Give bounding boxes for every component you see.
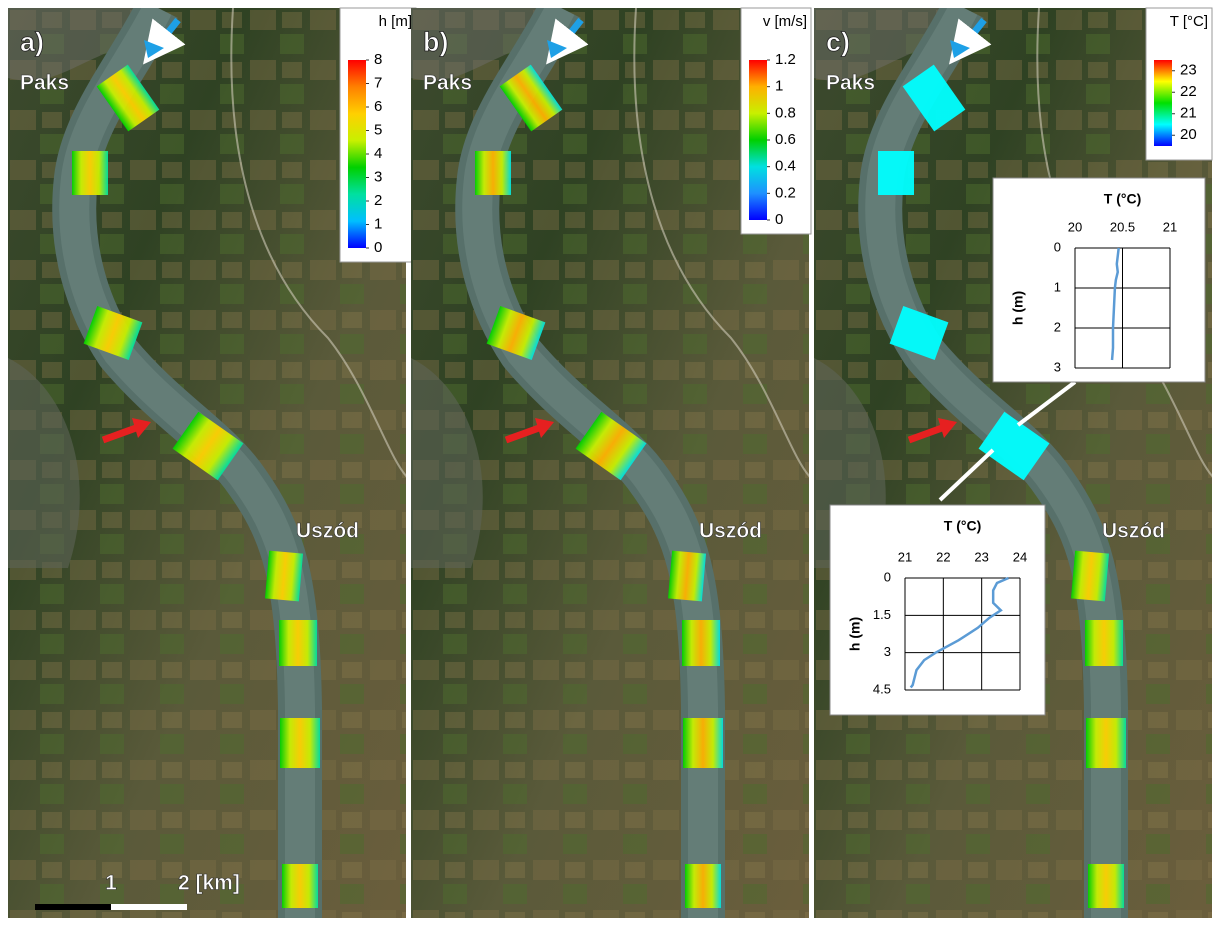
inset-box (993, 178, 1205, 382)
x-tick-label: 23 (974, 549, 988, 564)
colorbar (1154, 60, 1172, 146)
y-tick-label: 3 (884, 644, 891, 659)
colorbar-tick-label: 3 (374, 168, 382, 185)
colorbar-tick-label: 4 (374, 145, 382, 162)
y-tick-label: 4.5 (873, 681, 891, 696)
place-name: Uszód (296, 520, 359, 543)
scale-bar (111, 904, 187, 910)
colorbar-tick-label: 21 (1180, 105, 1197, 122)
colorbar-title: T [°C] (1170, 13, 1208, 30)
colorbar-tick-label: 1 (775, 78, 783, 95)
scale-label: 1 (105, 872, 117, 895)
y-tick-label: 1.5 (873, 607, 891, 622)
colorbar-tick-label: 0.6 (775, 131, 796, 148)
x-tick-label: 20.5 (1110, 219, 1135, 234)
survey-patch (1085, 620, 1123, 666)
scale-label: 2 [km] (178, 872, 240, 895)
colorbar-title: v [m/s] (763, 13, 807, 30)
x-tick-label: 21 (1163, 219, 1177, 234)
colorbar-tick-label: 0.2 (775, 184, 796, 201)
survey-patch (265, 551, 303, 602)
y-tick-label: 2 (1054, 319, 1061, 334)
colorbar-tick-label: 0 (775, 211, 783, 228)
x-tick-label: 24 (1013, 549, 1027, 564)
survey-patch (1086, 718, 1126, 768)
x-tick-label: 22 (936, 549, 950, 564)
chart-title: T (°C) (944, 518, 981, 534)
survey-patch (1071, 551, 1109, 602)
y-axis-label: h (m) (847, 617, 863, 651)
survey-patch (685, 864, 721, 908)
survey-patch (1088, 864, 1124, 908)
colorbar-tick-label: 23 (1180, 62, 1197, 79)
colorbar-tick-label: 2 (374, 192, 382, 209)
survey-patch (683, 718, 723, 768)
colorbar-tick-label: 1.2 (775, 51, 796, 68)
place-name: Paks (826, 72, 875, 95)
y-axis-label: h (m) (1010, 291, 1026, 325)
inset-box (830, 505, 1045, 715)
colorbar-tick-label: 5 (374, 121, 382, 138)
colorbar-tick-label: 8 (374, 51, 382, 68)
colorbar-tick-label: 0 (374, 239, 382, 256)
scale-bar (35, 904, 111, 910)
x-tick-label: 21 (898, 549, 912, 564)
y-tick-label: 3 (1054, 359, 1061, 374)
y-tick-label: 0 (884, 569, 891, 584)
survey-patch (280, 718, 320, 768)
chart-title: T (°C) (1104, 191, 1141, 207)
x-tick-label: 20 (1068, 219, 1082, 234)
colorbar-tick-label: 0.8 (775, 104, 796, 121)
y-tick-label: 1 (1054, 279, 1061, 294)
survey-patch (475, 151, 511, 195)
panel-label: a) (20, 27, 44, 57)
place-name: Paks (423, 72, 472, 95)
map-panel: a) Paks Uszód h [m] 8 7 6 5 4 3 2 1 0 1 2 [km] (8, 8, 416, 918)
place-name: Uszód (1102, 520, 1165, 543)
colorbar-tick-label: 20 (1180, 126, 1197, 143)
place-name: Uszód (699, 520, 762, 543)
colorbar-tick-label: 1 (374, 215, 382, 232)
panel-label: c) (826, 27, 850, 57)
colorbar-tick-label: 22 (1180, 83, 1197, 100)
colorbar-tick-label: 7 (374, 74, 382, 91)
colorbar-title: h [m] (379, 13, 412, 30)
colorbar-tick-label: 6 (374, 98, 382, 115)
map-panel: b) Paks Uszód v [m/s] 1.2 1 0.8 0.6 0.4 0.2 0 (411, 8, 811, 918)
survey-patch (72, 151, 108, 195)
survey-patch (668, 551, 706, 602)
y-tick-label: 0 (1054, 239, 1061, 254)
figure: a)PaksUszódh [m]87654321012 [km]b)PaksUs… (0, 0, 1215, 925)
inset-chart: T (°C) h (m) 21 22 23 24 0 1.5 3 4.5 (830, 505, 1045, 715)
survey-patch (279, 620, 317, 666)
inset-chart: T (°C) h (m) 20 20.5 21 0 1 2 3 (993, 178, 1205, 382)
survey-patch (878, 151, 914, 195)
colorbar-tick-label: 0.4 (775, 158, 796, 175)
colorbar (348, 60, 366, 248)
place-name: Paks (20, 72, 69, 95)
panel-label: b) (423, 27, 448, 57)
survey-patch (682, 620, 720, 666)
survey-patch (282, 864, 318, 908)
colorbar (749, 60, 767, 220)
